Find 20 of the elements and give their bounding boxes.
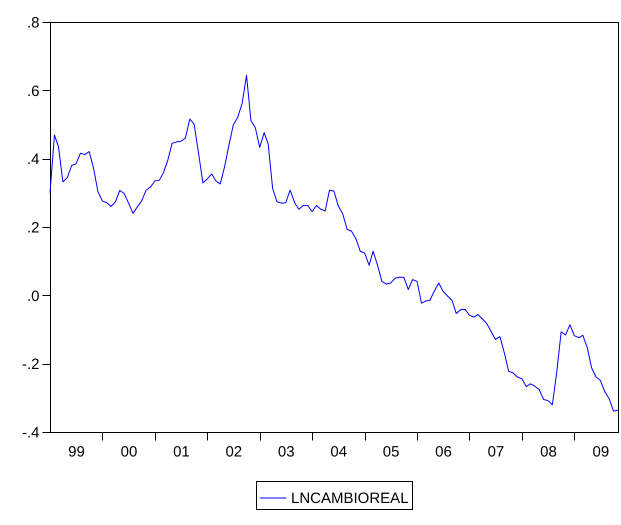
y-tick-label: .6 xyxy=(26,82,40,100)
x-tick-label: 02 xyxy=(225,444,242,460)
legend-label: LNCAMBIOREAL xyxy=(291,490,409,507)
x-tick-label: 03 xyxy=(278,444,295,460)
y-tick-label: .2 xyxy=(26,220,40,236)
x-tick-label: 01 xyxy=(173,444,190,460)
y-tick-label: -.4 xyxy=(22,424,40,442)
line-series xyxy=(50,74,618,412)
x-tick-label: 00 xyxy=(120,444,138,460)
y-tick-label: .4 xyxy=(26,151,40,168)
x-tick-label: 09 xyxy=(592,444,610,460)
x-tick-label: 99 xyxy=(68,444,85,460)
x-tick-label: 08 xyxy=(540,444,557,460)
x-tick-label: 06 xyxy=(435,444,452,460)
x-tick-label: 05 xyxy=(382,444,400,460)
y-tick-label: -.2 xyxy=(22,356,40,374)
x-tick-label: 04 xyxy=(330,444,348,460)
y-tick-label: .8 xyxy=(26,14,40,32)
y-tick-label: .0 xyxy=(26,288,40,305)
x-tick-label: 07 xyxy=(488,444,504,460)
